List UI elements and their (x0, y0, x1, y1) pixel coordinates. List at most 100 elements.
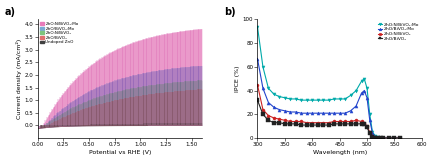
ZnO:N/BiVO₄:Mo (365, 87, 370, 89)
ZnO:N/BiVO₄:Mo (321, 99, 326, 101)
ZnO:N/BiVO₄:Mo (348, 94, 353, 96)
ZnO/BiVO₄ (367, 132, 372, 134)
ZnO:N/BiVO₄:Mo (315, 99, 320, 101)
ZnO:N/BiVO₄ (373, 136, 378, 138)
ZnO/BiVO₄:Mo (282, 110, 287, 112)
ZnO/BiVO₄:Mo (260, 87, 266, 89)
ZnO:N/BiVO₄:Mo (309, 99, 315, 101)
ZnO/BiVO₄:Mo (353, 105, 358, 107)
X-axis label: Potential vs RHE (V): Potential vs RHE (V) (89, 150, 151, 155)
ZnO/BiVO₄:Mo (392, 137, 397, 139)
ZnO:N/BiVO₄:Mo (332, 98, 337, 100)
ZnO/BiVO₄:Mo (266, 102, 271, 104)
ZnO/BiVO₄:Mo (362, 90, 367, 92)
ZnO/BiVO₄ (260, 113, 266, 115)
ZnO:N/BiVO₄:Mo (266, 87, 271, 89)
ZnO:N/BiVO₄:Mo (342, 98, 348, 100)
ZnO/BiVO₄ (353, 123, 358, 125)
ZnO/BiVO₄ (315, 124, 320, 126)
ZnO:N/BiVO₄ (277, 118, 282, 120)
ZnO/BiVO₄ (288, 123, 293, 125)
Text: a): a) (5, 7, 16, 17)
ZnO/BiVO₄ (342, 123, 348, 125)
ZnO:N/BiVO₄:Mo (293, 98, 299, 100)
ZnO/BiVO₄ (282, 123, 287, 125)
Y-axis label: IPCE (%): IPCE (%) (235, 65, 240, 92)
ZnO:N/BiVO₄ (362, 122, 367, 124)
ZnO/BiVO₄:Mo (348, 110, 353, 112)
ZnO:N/BiVO₄:Mo (375, 136, 381, 138)
ZnO:N/BiVO₄ (348, 121, 353, 122)
ZnO/BiVO₄:Mo (386, 137, 391, 139)
ZnO:N/BiVO₄ (288, 121, 293, 122)
ZnO/BiVO₄:Mo (370, 132, 375, 134)
ZnO/BiVO₄ (359, 123, 364, 125)
ZnO/BiVO₄:Mo (271, 106, 276, 108)
ZnO:N/BiVO₄:Mo (397, 137, 402, 139)
ZnO:N/BiVO₄:Mo (392, 137, 397, 139)
ZnO/BiVO₄:Mo (375, 137, 381, 139)
ZnO/BiVO₄:Mo (381, 137, 386, 139)
ZnO:N/BiVO₄:Mo (381, 137, 386, 139)
ZnO/BiVO₄ (293, 123, 299, 125)
ZnO:N/BiVO₄:Mo (288, 98, 293, 100)
ZnO/BiVO₄:Mo (326, 112, 331, 114)
ZnO/BiVO₄ (373, 137, 378, 139)
ZnO/BiVO₄:Mo (342, 112, 348, 114)
ZnO:N/BiVO₄ (342, 121, 348, 122)
ZnO/BiVO₄ (370, 136, 375, 138)
ZnO:N/BiVO₄ (353, 119, 358, 121)
ZnO:N/BiVO₄ (321, 122, 326, 124)
ZnO/BiVO₄ (271, 122, 276, 124)
X-axis label: Wavelength (nm): Wavelength (nm) (312, 150, 367, 155)
ZnO/BiVO₄ (386, 137, 391, 139)
ZnO/BiVO₄:Mo (373, 136, 378, 138)
ZnO:N/BiVO₄ (266, 115, 271, 116)
Line: ZnO:N/BiVO₄:Mo: ZnO:N/BiVO₄:Mo (256, 25, 401, 140)
ZnO/BiVO₄:Mo (378, 137, 383, 139)
ZnO:N/BiVO₄:Mo (337, 98, 342, 100)
ZnO/BiVO₄ (348, 123, 353, 125)
ZnO:N/BiVO₄ (375, 137, 381, 139)
ZnO/BiVO₄ (381, 137, 386, 139)
ZnO:N/BiVO₄:Mo (282, 97, 287, 99)
ZnO:N/BiVO₄:Mo (373, 135, 378, 137)
ZnO/BiVO₄ (309, 124, 315, 126)
ZnO/BiVO₄ (299, 124, 304, 126)
ZnO:N/BiVO₄ (304, 122, 309, 124)
ZnO/BiVO₄ (378, 137, 383, 139)
ZnO/BiVO₄ (397, 137, 402, 139)
ZnO:N/BiVO₄ (326, 122, 331, 124)
ZnO/BiVO₄ (277, 122, 282, 124)
ZnO:N/BiVO₄:Mo (299, 99, 304, 101)
ZnO/BiVO₄ (362, 123, 367, 125)
ZnO:N/BiVO₄ (255, 84, 260, 86)
ZnO:N/BiVO₄ (315, 122, 320, 124)
Line: ZnO:N/BiVO₄: ZnO:N/BiVO₄ (256, 83, 401, 140)
ZnO:N/BiVO₄:Mo (386, 137, 391, 139)
Text: b): b) (224, 7, 236, 17)
ZnO/BiVO₄:Mo (299, 112, 304, 114)
ZnO:N/BiVO₄:Mo (367, 113, 372, 115)
ZnO/BiVO₄:Mo (332, 112, 337, 114)
ZnO/BiVO₄:Mo (397, 137, 402, 139)
ZnO:N/BiVO₄ (332, 121, 337, 122)
ZnO:N/BiVO₄ (337, 121, 342, 122)
ZnO:N/BiVO₄ (359, 121, 364, 122)
ZnO/BiVO₄:Mo (309, 112, 315, 114)
ZnO:N/BiVO₄:Mo (326, 99, 331, 101)
Line: ZnO/BiVO₄: ZnO/BiVO₄ (256, 99, 401, 140)
ZnO:N/BiVO₄ (282, 119, 287, 121)
ZnO/BiVO₄ (321, 124, 326, 126)
Line: ZnO/BiVO₄:Mo: ZnO/BiVO₄:Mo (256, 57, 401, 140)
ZnO/BiVO₄:Mo (293, 111, 299, 113)
ZnO:N/BiVO₄ (370, 135, 375, 137)
ZnO:N/BiVO₄:Mo (370, 131, 375, 133)
ZnO:N/BiVO₄ (309, 122, 315, 124)
Y-axis label: Current density (mA/cm²): Current density (mA/cm²) (16, 39, 22, 119)
ZnO/BiVO₄:Mo (277, 109, 282, 111)
ZnO:N/BiVO₄ (365, 125, 370, 127)
ZnO:N/BiVO₄:Mo (260, 66, 266, 68)
ZnO:N/BiVO₄:Mo (277, 96, 282, 98)
ZnO:N/BiVO₄:Mo (304, 99, 309, 101)
